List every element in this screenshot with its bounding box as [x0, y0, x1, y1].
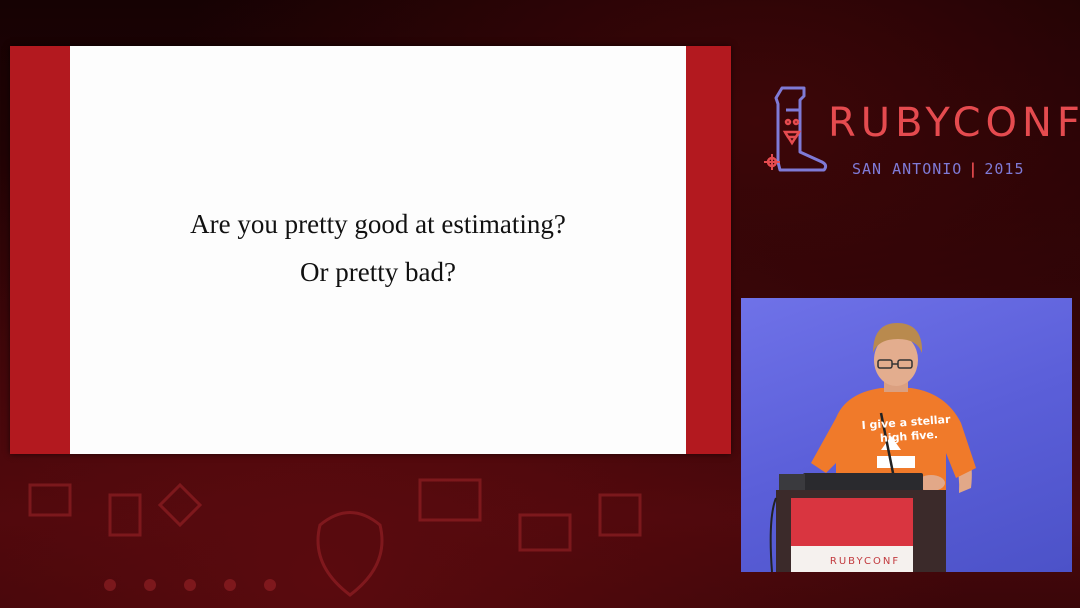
speaker-camera-feed: I give a stellar high five. RUBYCONF — [741, 298, 1072, 572]
logo-city: SAN ANTONIO — [852, 160, 963, 178]
logo-year: 2015 — [984, 160, 1025, 178]
rubyconf-logo: RUBYCONF SAN ANTONIO | 2015 — [760, 80, 1080, 185]
podium-logo-text: RUBYCONF — [829, 556, 901, 567]
logo-title: RUBYCONF — [828, 100, 1080, 146]
slide-question-line-2: Or pretty bad? — [300, 257, 456, 287]
floor-pattern-decoration — [28, 478, 642, 597]
logo-subtitle: SAN ANTONIO | 2015 — [852, 160, 1025, 178]
cowboy-boot-icon — [764, 86, 828, 172]
slide-page: Are you pretty good at estimating? Or pr… — [70, 46, 686, 454]
speaker-scene-illustration — [769, 323, 976, 572]
logo-separator: | — [968, 160, 979, 178]
slide-question-line-1: Are you pretty good at estimating? — [190, 209, 566, 239]
presentation-slide: Are you pretty good at estimating? Or pr… — [10, 46, 731, 454]
